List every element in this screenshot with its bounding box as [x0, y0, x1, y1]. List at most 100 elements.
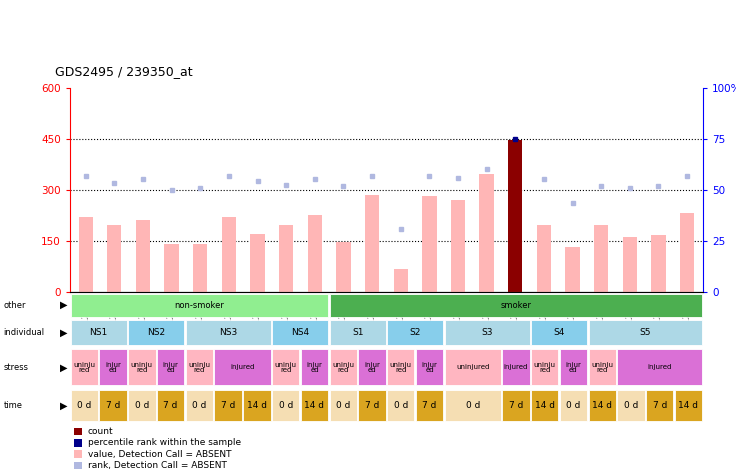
Text: uninju
red: uninju red — [390, 362, 411, 373]
Bar — [479, 174, 494, 292]
Text: 14 d: 14 d — [592, 401, 612, 410]
Text: S4: S4 — [553, 328, 565, 337]
Text: 14 d: 14 d — [679, 401, 698, 410]
Bar — [164, 244, 179, 292]
Bar — [308, 215, 322, 292]
Bar — [594, 225, 609, 292]
Text: ▶: ▶ — [60, 300, 67, 310]
Text: uninju
red: uninju red — [74, 362, 95, 373]
Bar — [680, 213, 694, 292]
Text: injur
ed: injur ed — [105, 362, 121, 373]
Bar — [279, 225, 294, 292]
FancyBboxPatch shape — [502, 390, 529, 421]
Text: 7 d: 7 d — [163, 401, 178, 410]
Text: uninju
red: uninju red — [275, 362, 297, 373]
Bar — [107, 225, 121, 292]
Text: other: other — [4, 301, 26, 310]
Bar — [79, 217, 93, 292]
FancyBboxPatch shape — [358, 390, 386, 421]
Text: NS3: NS3 — [219, 328, 237, 337]
Text: NS2: NS2 — [147, 328, 166, 337]
Bar — [222, 217, 236, 292]
Bar — [651, 236, 665, 292]
Text: injur
ed: injur ed — [422, 362, 437, 373]
FancyBboxPatch shape — [330, 320, 386, 346]
FancyBboxPatch shape — [387, 390, 414, 421]
FancyBboxPatch shape — [589, 390, 616, 421]
FancyBboxPatch shape — [128, 320, 184, 346]
Bar — [394, 269, 408, 292]
Text: 0 d: 0 d — [77, 401, 91, 410]
FancyBboxPatch shape — [589, 320, 702, 346]
Text: 14 d: 14 d — [247, 401, 267, 410]
Text: 7 d: 7 d — [653, 401, 667, 410]
FancyBboxPatch shape — [301, 349, 328, 385]
Text: S5: S5 — [640, 328, 651, 337]
Text: 0 d: 0 d — [466, 401, 480, 410]
Text: uninju
red: uninju red — [131, 362, 153, 373]
Text: 7 d: 7 d — [106, 401, 120, 410]
Text: 0 d: 0 d — [566, 401, 581, 410]
Text: ▶: ▶ — [60, 401, 67, 410]
FancyBboxPatch shape — [272, 390, 300, 421]
FancyBboxPatch shape — [185, 349, 213, 385]
Text: NS1: NS1 — [90, 328, 107, 337]
FancyBboxPatch shape — [272, 320, 328, 346]
FancyBboxPatch shape — [675, 390, 702, 421]
FancyBboxPatch shape — [157, 349, 184, 385]
FancyBboxPatch shape — [185, 320, 271, 346]
Text: 0 d: 0 d — [135, 401, 149, 410]
Text: stress: stress — [4, 363, 29, 372]
FancyBboxPatch shape — [71, 390, 98, 421]
FancyBboxPatch shape — [99, 390, 127, 421]
Bar — [193, 244, 208, 292]
FancyBboxPatch shape — [416, 390, 443, 421]
FancyBboxPatch shape — [560, 390, 587, 421]
FancyBboxPatch shape — [445, 349, 500, 385]
FancyBboxPatch shape — [618, 349, 702, 385]
Text: injured: injured — [648, 365, 672, 370]
FancyBboxPatch shape — [531, 349, 559, 385]
Bar — [250, 234, 265, 292]
Text: count: count — [88, 427, 113, 436]
Text: injur
ed: injur ed — [306, 362, 322, 373]
Text: injur
ed: injur ed — [163, 362, 179, 373]
Text: S2: S2 — [409, 328, 421, 337]
Text: injured: injured — [503, 365, 528, 370]
FancyBboxPatch shape — [157, 390, 184, 421]
FancyBboxPatch shape — [646, 390, 673, 421]
Text: percentile rank within the sample: percentile rank within the sample — [88, 438, 241, 447]
FancyBboxPatch shape — [531, 320, 587, 346]
FancyBboxPatch shape — [358, 349, 386, 385]
FancyBboxPatch shape — [560, 349, 587, 385]
Text: 0 d: 0 d — [192, 401, 207, 410]
Text: ▶: ▶ — [60, 362, 67, 373]
FancyBboxPatch shape — [214, 349, 271, 385]
FancyBboxPatch shape — [185, 390, 213, 421]
Bar — [565, 247, 580, 292]
FancyBboxPatch shape — [618, 390, 645, 421]
FancyBboxPatch shape — [128, 390, 155, 421]
Text: 0 d: 0 d — [394, 401, 408, 410]
Text: 7 d: 7 d — [422, 401, 436, 410]
Text: GDS2495 / 239350_at: GDS2495 / 239350_at — [55, 65, 193, 78]
FancyBboxPatch shape — [244, 390, 271, 421]
Text: uninju
red: uninju red — [332, 362, 354, 373]
FancyBboxPatch shape — [531, 390, 559, 421]
FancyBboxPatch shape — [301, 390, 328, 421]
Text: ▶: ▶ — [60, 328, 67, 338]
FancyBboxPatch shape — [445, 390, 500, 421]
FancyBboxPatch shape — [445, 320, 529, 346]
Bar — [136, 220, 150, 292]
Text: uninju
red: uninju red — [534, 362, 556, 373]
FancyBboxPatch shape — [71, 294, 328, 317]
Text: 14 d: 14 d — [305, 401, 325, 410]
Text: uninjured: uninjured — [456, 365, 489, 370]
Bar — [537, 225, 551, 292]
Text: injured: injured — [230, 365, 255, 370]
FancyBboxPatch shape — [330, 294, 702, 317]
Text: rank, Detection Call = ABSENT: rank, Detection Call = ABSENT — [88, 461, 227, 470]
FancyBboxPatch shape — [416, 349, 443, 385]
Text: NS4: NS4 — [291, 328, 309, 337]
Bar — [422, 196, 436, 292]
